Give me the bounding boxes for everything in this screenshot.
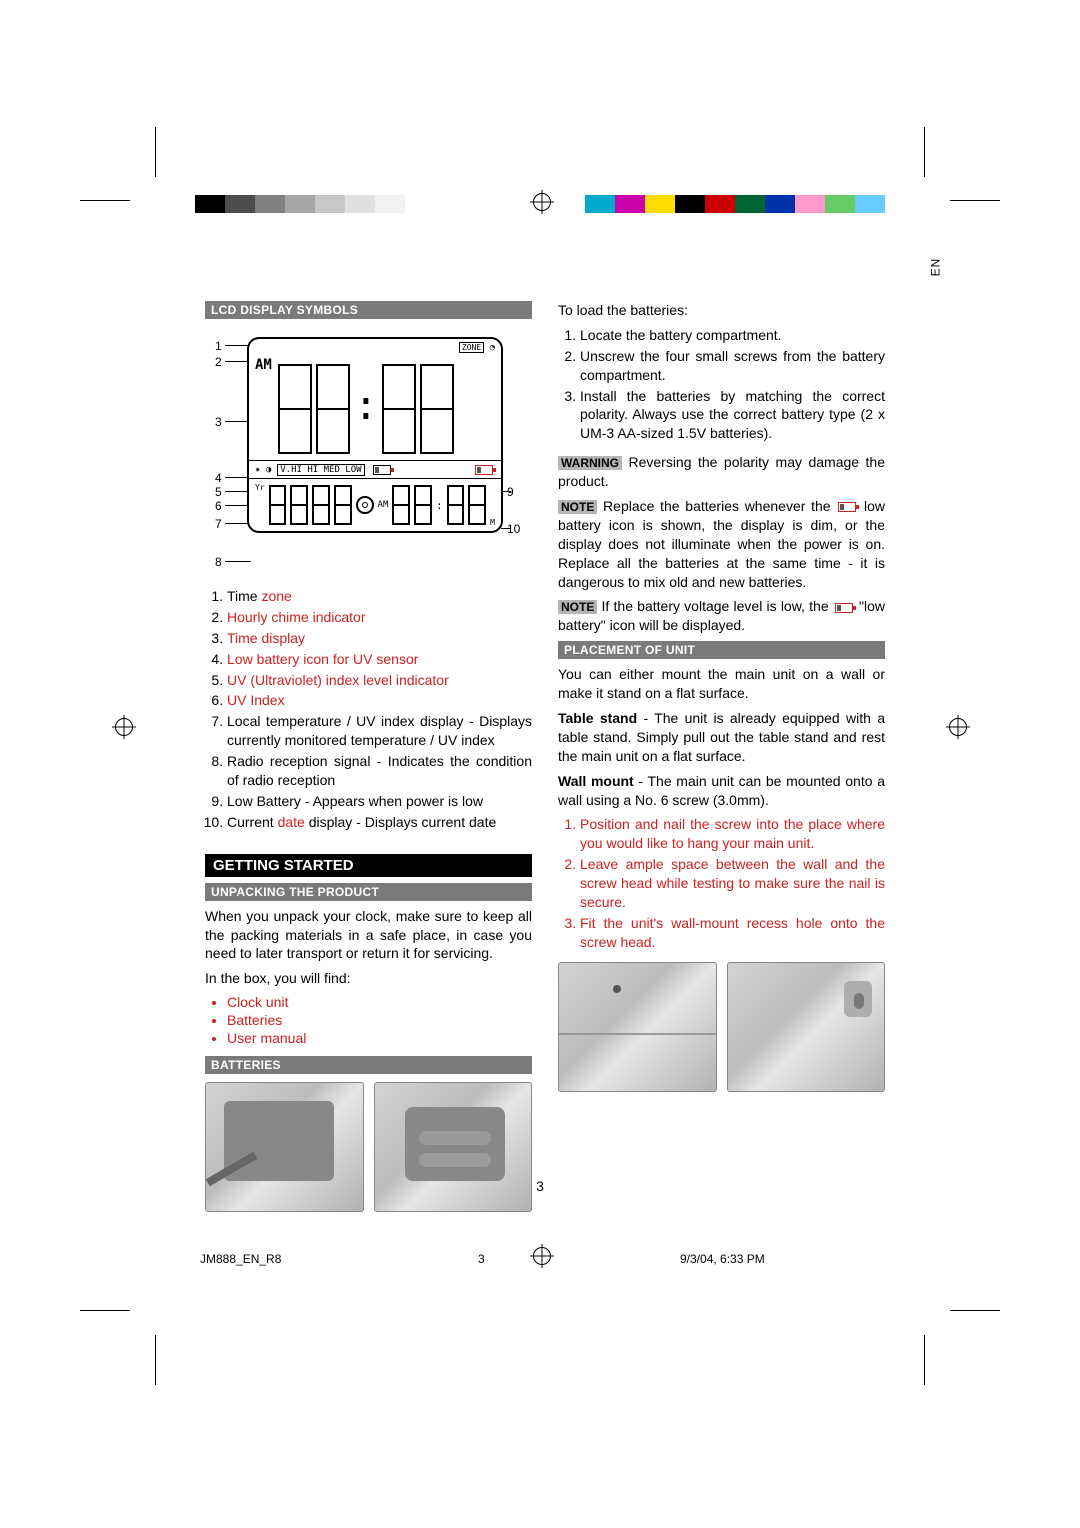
- am-indicator: AM: [255, 357, 272, 373]
- lcd-diagram: 1 2 3 4 5 6 7 8 9 10 ZONE ◔: [205, 327, 515, 577]
- color-swatches: [585, 195, 885, 213]
- section-lcd-symbols: LCD DISPLAY SYMBOLS: [205, 301, 532, 319]
- page-number: 3: [536, 1178, 544, 1194]
- battery-photos: [205, 1082, 532, 1212]
- battery-step: Unscrew the four small screws from the b…: [580, 347, 885, 385]
- legend-item: UV (Ultraviolet) index level indicator: [227, 671, 532, 690]
- table-stand-block: Table stand - The unit is already equipp…: [558, 709, 885, 766]
- photo-insert-batteries: [374, 1082, 533, 1212]
- right-column: To load the batteries: Locate the batter…: [558, 295, 885, 1212]
- section-getting-started: GETTING STARTED: [205, 854, 532, 877]
- photo-unscrew: [205, 1082, 364, 1212]
- left-column: LCD DISPLAY SYMBOLS 1 2 3 4 5 6 7 8 9 10: [205, 295, 532, 1212]
- photo-wall-screw: [558, 962, 717, 1092]
- lcd-legend-list: Time zone Hourly chime indicator Time disp…: [205, 587, 532, 832]
- registration-mark-top: [530, 190, 554, 214]
- legend-item: Radio reception signal - Indicates the c…: [227, 752, 532, 790]
- callout-9: 9: [507, 485, 514, 499]
- callout-1: 1: [215, 339, 222, 353]
- callout-5: 5: [215, 485, 222, 499]
- callout-8: 8: [215, 555, 222, 569]
- note1-block: NOTE Replace the batteries whenever the …: [558, 497, 885, 591]
- page-content: LCD DISPLAY SYMBOLS 1 2 3 4 5 6 7 8 9 10: [205, 295, 885, 1212]
- legend-item: Low Battery - Appears when power is low: [227, 792, 532, 811]
- registration-mark-right: [946, 715, 970, 739]
- lcd-uv-row: ✷ ◑ V.HI HI MED LOW: [249, 461, 501, 479]
- box-item: Clock unit: [227, 994, 532, 1010]
- wall-step: Fit the unit's wall-mount recess hole on…: [580, 914, 885, 952]
- placement-photos: [558, 962, 885, 1092]
- legend-item: Low battery icon for UV sensor: [227, 650, 532, 669]
- lcd-zone-row: ZONE ◔: [249, 339, 501, 353]
- in-box-intro: In the box, you will find:: [205, 969, 532, 988]
- section-unpacking: UNPACKING THE PRODUCT: [205, 883, 532, 901]
- battery-step: Locate the battery compartment.: [580, 326, 885, 345]
- low-battery-icon-2: [835, 603, 853, 613]
- batteries-intro: To load the batteries:: [558, 301, 885, 320]
- legend-item: UV Index: [227, 691, 532, 710]
- section-batteries: BATTERIES: [205, 1056, 532, 1074]
- warning-block: WARNING Reversing the polarity may damag…: [558, 453, 885, 491]
- wall-step: Leave ample space between the wall and t…: [580, 855, 885, 912]
- lcd-bottom-row: Yr AM : M: [249, 479, 501, 531]
- callout-3: 3: [215, 415, 222, 429]
- callout-2: 2: [215, 355, 222, 369]
- low-battery-icon: [838, 502, 856, 512]
- note2-block: NOTE If the battery voltage level is low…: [558, 597, 885, 635]
- placement-intro: You can either mount the main unit on a …: [558, 665, 885, 703]
- antenna-icon: [356, 496, 374, 514]
- callout-4: 4: [215, 471, 222, 485]
- note-tag-1: NOTE: [558, 500, 597, 514]
- registration-mark-bottom: [530, 1244, 554, 1268]
- lcd-time-row: AM :: [249, 353, 501, 461]
- lcd-screen: ZONE ◔ AM : ✷ ◑ V.HI HI MED LOW Yr: [247, 337, 503, 533]
- footer-timestamp: 9/3/04, 6:33 PM: [680, 1252, 765, 1266]
- legend-item: Hourly chime indicator: [227, 608, 532, 627]
- battery-step: Install the batteries by matching the co…: [580, 387, 885, 444]
- unpacking-text: When you unpack your clock, make sure to…: [205, 907, 532, 964]
- box-item: Batteries: [227, 1012, 532, 1028]
- note-tag-2: NOTE: [558, 600, 597, 614]
- box-item: User manual: [227, 1030, 532, 1046]
- wall-step: Position and nail the screw into the pla…: [580, 815, 885, 853]
- wall-steps-list: Position and nail the screw into the pla…: [558, 815, 885, 951]
- section-placement: PLACEMENT OF UNIT: [558, 641, 885, 659]
- callout-7: 7: [215, 517, 222, 531]
- registration-mark-left: [112, 715, 136, 739]
- warning-tag: WARNING: [558, 456, 622, 470]
- footer-filename: JM888_EN_R8: [200, 1252, 281, 1266]
- legend-item: Local temperature / UV index display - D…: [227, 712, 532, 750]
- photo-wall-hang: [727, 962, 886, 1092]
- legend-item: Time zone: [227, 587, 532, 606]
- legend-item: Time display: [227, 629, 532, 648]
- language-tab: EN: [929, 258, 943, 277]
- grayscale-swatches: [195, 195, 405, 213]
- in-box-list: Clock unit Batteries User manual: [205, 994, 532, 1046]
- footer-sheet: 3: [478, 1252, 485, 1266]
- callout-10: 10: [507, 522, 520, 536]
- callout-6: 6: [215, 499, 222, 513]
- wall-mount-block: Wall mount - The main unit can be mounte…: [558, 772, 885, 810]
- batteries-steps: Locate the battery compartment. Unscrew t…: [558, 326, 885, 443]
- legend-item: Current date display - Displays current …: [227, 813, 532, 832]
